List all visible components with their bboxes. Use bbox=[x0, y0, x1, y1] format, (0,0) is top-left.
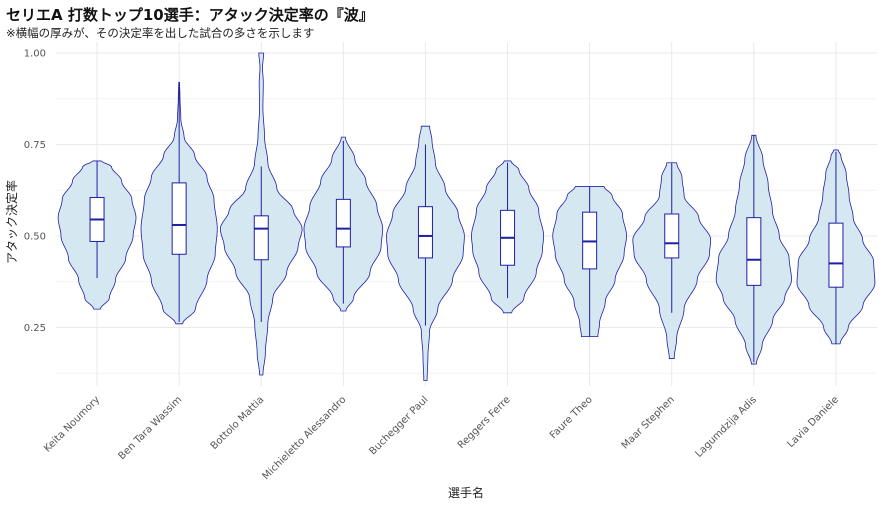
iqr-box bbox=[746, 217, 762, 286]
violin-group bbox=[386, 125, 465, 381]
iqr-box bbox=[664, 213, 680, 259]
y-tick-label: 0.75 bbox=[24, 140, 46, 151]
violin-group bbox=[796, 149, 876, 345]
chart-subtitle: ※横幅の厚みが、その決定率を出した試合の多さを示します bbox=[6, 26, 315, 40]
y-axis-ticks: 0.25 0.50 0.75 1.00 bbox=[24, 48, 46, 333]
violin-group bbox=[57, 160, 137, 310]
x-tick-label: Michieletto Alessandro bbox=[261, 394, 349, 482]
y-tick-label: 0.50 bbox=[24, 231, 46, 242]
violin-group bbox=[632, 162, 712, 359]
x-tick-label: Maar Stephen bbox=[620, 394, 677, 451]
x-tick-label: Lavia Daniele bbox=[785, 394, 841, 450]
iqr-box bbox=[335, 198, 351, 248]
x-tick-label: Lagumdzija Adis bbox=[693, 394, 758, 459]
iqr-box bbox=[417, 206, 433, 259]
x-tick-label: Ben Tara Wassim bbox=[116, 394, 184, 462]
x-tick-label: Buchegger Paul bbox=[368, 394, 431, 457]
violin-layer bbox=[57, 52, 876, 381]
iqr-box bbox=[253, 215, 269, 261]
violin-group bbox=[471, 160, 545, 314]
y-axis-title: アタック決定率 bbox=[4, 180, 19, 264]
x-axis-title: 選手名 bbox=[448, 485, 484, 500]
violin-group bbox=[219, 52, 303, 376]
x-tick-label: Keita Noumory bbox=[42, 394, 102, 454]
violin-group bbox=[715, 134, 792, 365]
y-tick-label: 0.25 bbox=[24, 323, 46, 334]
violin-group bbox=[552, 186, 627, 337]
x-tick-label: Reggers Ferre bbox=[456, 394, 513, 451]
chart-title: セリエA 打数トップ10選手：アタック決定率の『波』 bbox=[6, 6, 374, 24]
violin-group bbox=[303, 136, 384, 312]
iqr-box bbox=[828, 222, 844, 288]
x-tick-label: Faure Theo bbox=[548, 394, 595, 441]
x-axis-ticks: Keita Noumory Ben Tara Wassim Bottolo Matt… bbox=[42, 394, 841, 482]
violin-group bbox=[140, 81, 218, 325]
y-tick-label: 1.00 bbox=[24, 48, 46, 59]
x-tick-label: Bottolo Mattia bbox=[209, 394, 267, 452]
iqr-box bbox=[171, 182, 187, 255]
